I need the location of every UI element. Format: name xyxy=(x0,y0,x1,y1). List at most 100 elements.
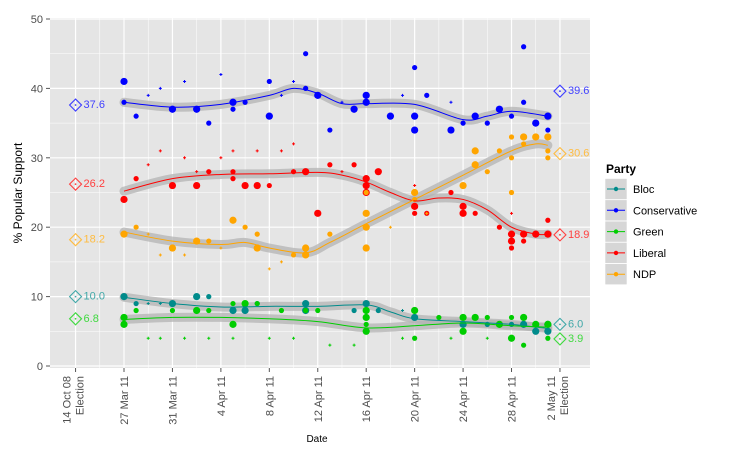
election-diamond-marker xyxy=(68,312,83,326)
x-tick-label: 8 Apr 11 xyxy=(264,376,276,416)
poll-point xyxy=(362,209,370,217)
poll-point xyxy=(471,313,479,322)
poll-point xyxy=(303,51,309,57)
poll-point xyxy=(545,148,551,154)
poll-point xyxy=(447,126,455,134)
poll-point xyxy=(146,336,150,340)
poll-point xyxy=(229,216,237,224)
poll-point xyxy=(253,181,261,190)
election-dot xyxy=(559,323,561,326)
poll-point xyxy=(362,327,370,335)
poll-point xyxy=(206,307,212,314)
poll-point xyxy=(193,293,201,301)
poll-point xyxy=(168,181,177,190)
poll-point xyxy=(241,306,249,315)
poll-point xyxy=(146,232,150,236)
smooth-line-green xyxy=(123,316,548,329)
poll-point xyxy=(508,155,515,161)
poll-point xyxy=(484,169,490,175)
poll-point xyxy=(120,320,128,328)
election-diamond-marker xyxy=(553,146,567,161)
poll-point xyxy=(411,126,419,134)
x-tick-label: 31 Mar 11 xyxy=(167,376,179,425)
poll-point xyxy=(279,93,283,97)
x-axis: 14 Oct 08 Election 27 Mar 11 31 Mar 11 4 Apr… xyxy=(62,368,571,425)
poll-point xyxy=(290,252,297,258)
poll-point xyxy=(120,230,128,238)
smooth-line-conservative xyxy=(123,87,548,121)
poll-point xyxy=(425,211,429,215)
election-value-label: 37.6 xyxy=(84,99,105,111)
election-dot xyxy=(74,104,77,106)
poll-point xyxy=(520,313,528,322)
x-tick-label: 20 Apr 11 xyxy=(410,376,422,422)
y-axis-label: % Popular Support xyxy=(11,142,25,243)
legend-key-dot xyxy=(613,229,619,234)
election-diamond-marker xyxy=(68,177,83,191)
poll-point xyxy=(267,336,271,340)
poll-point xyxy=(521,238,527,244)
poll-point xyxy=(254,231,260,237)
poll-point xyxy=(362,299,370,308)
poll-point xyxy=(120,313,128,322)
poll-point xyxy=(412,64,418,71)
x-tick-label-line2: Election xyxy=(559,376,571,415)
poll-point xyxy=(363,189,369,196)
poll-point xyxy=(388,225,392,229)
election-markers: 10.0 6.0 37.6 39.6 6.8 3.9 26.2 18.9 18.2 30.6 xyxy=(68,84,589,346)
poll-point xyxy=(254,300,260,307)
poll-point xyxy=(545,127,551,133)
x-tick-label: 24 Apr 11 xyxy=(458,376,470,422)
x-tick-label: 12 Apr 11 xyxy=(313,376,325,422)
poll-point xyxy=(521,342,527,348)
poll-point xyxy=(459,313,467,322)
poll-point xyxy=(401,336,405,340)
poll-point xyxy=(495,320,504,328)
legend-label-green: Green xyxy=(633,227,664,239)
poll-point xyxy=(292,79,296,83)
poll-point xyxy=(242,224,248,230)
poll-point xyxy=(508,113,515,119)
election-value-label: 6.8 xyxy=(84,313,99,325)
poll-point xyxy=(120,77,128,86)
poll-point xyxy=(532,119,540,127)
poll-point xyxy=(350,105,358,113)
legend-key-dot xyxy=(613,186,619,192)
poll-point xyxy=(413,184,417,188)
poll-point xyxy=(508,134,515,140)
poll-point xyxy=(193,306,201,315)
y-axis: 0 10 20 30 40 50 xyxy=(31,14,50,373)
x-tick-label: 4 Apr 11 xyxy=(216,376,228,416)
poll-point xyxy=(507,230,516,238)
poll-point xyxy=(507,237,516,245)
poll-points xyxy=(120,44,552,348)
poll-point xyxy=(520,320,528,328)
poll-point xyxy=(459,202,467,210)
poll-point xyxy=(278,307,285,314)
poll-point xyxy=(146,93,150,97)
poll-point xyxy=(532,327,540,335)
poll-point xyxy=(206,238,212,244)
poll-point xyxy=(508,245,515,251)
poll-point xyxy=(449,100,453,104)
y-tick-label: 50 xyxy=(31,14,43,26)
poll-point xyxy=(158,336,162,340)
poll-point xyxy=(267,267,271,271)
poll-point xyxy=(521,141,527,147)
legend-label-ndp: NDP xyxy=(633,269,656,281)
poll-point xyxy=(545,335,551,341)
smooth-line-bloc xyxy=(123,296,548,330)
legend: Party Bloc Conservative Green Liberal NDP xyxy=(604,162,697,286)
poll-point xyxy=(484,120,490,126)
election-dot xyxy=(74,295,77,298)
poll-point xyxy=(471,112,479,120)
election-diamond-marker xyxy=(68,289,83,304)
poll-point xyxy=(472,210,478,216)
poll-point xyxy=(206,294,212,300)
poll-point xyxy=(206,120,212,126)
poll-point xyxy=(351,162,357,168)
poll-point xyxy=(219,246,223,250)
x-tick-label: 28 Apr 11 xyxy=(507,376,519,422)
y-tick-label: 0 xyxy=(37,361,43,373)
poll-point xyxy=(302,168,310,176)
